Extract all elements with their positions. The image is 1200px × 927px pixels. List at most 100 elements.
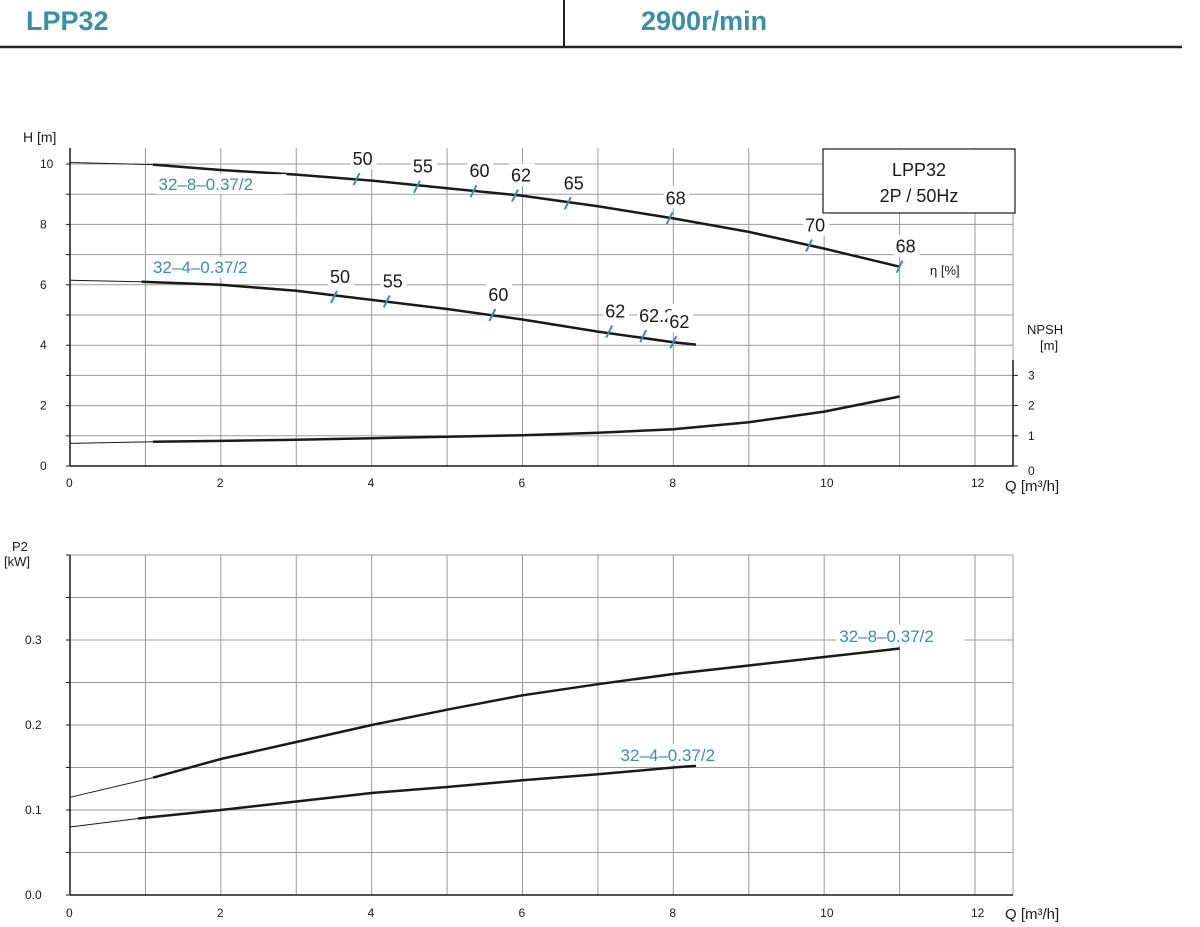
power-curve-thin xyxy=(69,777,154,798)
efficiency-label-bg xyxy=(410,154,437,177)
power-curve xyxy=(152,647,900,779)
x-tick-label: 0 xyxy=(66,476,73,490)
legend-line-1: LPP32 xyxy=(892,160,946,180)
efficiency-mark xyxy=(488,308,497,322)
npsh-curve-thin xyxy=(69,441,154,444)
header-speed: 2900r/min xyxy=(641,6,768,36)
efficiency-mark xyxy=(605,325,614,339)
efficiency-label-bg xyxy=(603,299,630,322)
efficiency-label: 60 xyxy=(488,285,508,305)
efficiency-mark xyxy=(665,211,674,225)
y-axis-unit-label: [kW] xyxy=(4,554,30,569)
x-tick-label: 6 xyxy=(519,476,526,490)
y-tick-label: 0.2 xyxy=(25,718,42,732)
efficiency-mark xyxy=(330,290,338,304)
x-tick-label: 4 xyxy=(368,476,375,490)
head-curve-thin xyxy=(69,279,142,283)
y-tick-label: 2 xyxy=(40,399,47,413)
legend-line-2: 2P / 50Hz xyxy=(880,186,959,206)
power-chart: 0.0 0.1 0.2 0.3 0 2 4 6 8 10 12 P2[kW] Q [m³/h] 32–8–… xyxy=(4,539,1059,923)
x-tick-label: 10 xyxy=(820,906,834,920)
efficiency-label: 68 xyxy=(896,237,916,257)
series-label: 32–8–0.37/2 xyxy=(159,175,254,194)
efficiency-label: 62.2 xyxy=(639,306,674,326)
y-tick-label: 0.3 xyxy=(25,633,42,647)
efficiency-label: 62 xyxy=(669,312,689,332)
x-tick-label: 8 xyxy=(669,476,676,490)
series-label-bg xyxy=(156,174,287,195)
efficiency-label-bg xyxy=(467,159,494,182)
efficiency-label: 50 xyxy=(330,267,350,287)
efficiency-mark xyxy=(639,329,648,343)
npsh-unit-label: [m] xyxy=(1040,338,1058,353)
x-axis-label: Q [m³/h] xyxy=(1005,906,1059,923)
efficiency-label-bg xyxy=(380,269,407,292)
x-tick-label: 4 xyxy=(368,906,375,920)
efficiency-mark xyxy=(563,196,572,210)
efficiency-label-bg xyxy=(663,186,690,209)
npsh-curve xyxy=(152,395,900,444)
efficiency-label: 55 xyxy=(413,157,433,177)
efficiency-label: 60 xyxy=(469,161,489,181)
series-label: 32–4–0.37/2 xyxy=(153,258,248,277)
y-axis-label: H [m] xyxy=(23,129,56,145)
series-label: 32–8–0.37/2 xyxy=(839,627,934,646)
efficiency-mark xyxy=(511,189,519,203)
efficiency-mark xyxy=(669,335,678,349)
efficiency-label-bg xyxy=(667,310,694,333)
y-tick-label: 0.1 xyxy=(25,803,42,817)
efficiency-label-bg xyxy=(486,283,513,305)
npsh-tick-label: 3 xyxy=(1028,368,1035,382)
x-tick-label: 0 xyxy=(66,906,73,920)
efficiency-label: 62 xyxy=(511,166,531,186)
efficiency-label-bg xyxy=(803,213,830,236)
legend-box xyxy=(822,148,1016,214)
series-label-bg xyxy=(617,743,746,765)
head-curve xyxy=(141,280,697,346)
y-tick-label: 10 xyxy=(40,157,54,171)
series-label: 32–4–0.37/2 xyxy=(621,746,716,765)
y-tick-label: 8 xyxy=(40,217,47,231)
efficiency-mark xyxy=(382,294,391,308)
efficiency-label: 68 xyxy=(666,188,686,208)
efficiency-mark xyxy=(413,180,421,194)
npsh-tick-label: 1 xyxy=(1028,429,1035,443)
x-tick-label: 2 xyxy=(217,906,224,920)
efficiency-label-bg xyxy=(561,171,588,194)
x-tick-label: 6 xyxy=(519,906,526,920)
efficiency-label: 62 xyxy=(605,302,625,322)
x-axis-label: Q [m³/h] xyxy=(1005,478,1059,495)
efficiency-label: 55 xyxy=(383,271,403,291)
efficiency-mark xyxy=(469,184,478,198)
efficiency-mark xyxy=(805,239,813,252)
x-tick-label: 2 xyxy=(217,476,224,490)
y-tick-label: 0 xyxy=(40,459,47,473)
y-tick-label: 4 xyxy=(40,338,47,352)
x-tick-label: 12 xyxy=(971,476,985,490)
power-curve xyxy=(137,764,697,820)
head-curve-thin xyxy=(69,162,154,166)
npsh-tick-label: 0 xyxy=(1028,464,1035,478)
efficiency-label: 50 xyxy=(353,149,373,169)
y-tick-label: 6 xyxy=(40,278,47,292)
efficiency-label: 65 xyxy=(564,173,584,193)
efficiency-label-bg xyxy=(508,163,535,186)
series-label-bg xyxy=(150,257,281,278)
efficiency-unit-label: η [%] xyxy=(930,263,960,278)
header-model: LPP32 xyxy=(26,6,109,36)
efficiency-label-bg xyxy=(350,147,377,170)
y-tick-label: 0.0 xyxy=(25,888,42,902)
y-axis-label: P2 xyxy=(12,539,28,554)
efficiency-label: 70 xyxy=(805,216,825,236)
efficiency-mark xyxy=(895,260,904,274)
npsh-label: NPSH xyxy=(1027,322,1063,337)
npsh-tick-label: 2 xyxy=(1028,399,1035,413)
x-tick-label: 10 xyxy=(820,476,834,490)
head-curve xyxy=(152,163,900,268)
efficiency-mark xyxy=(352,172,361,186)
x-tick-label: 8 xyxy=(669,906,676,920)
series-label-bg xyxy=(836,624,965,646)
power-curve-thin xyxy=(69,818,138,828)
